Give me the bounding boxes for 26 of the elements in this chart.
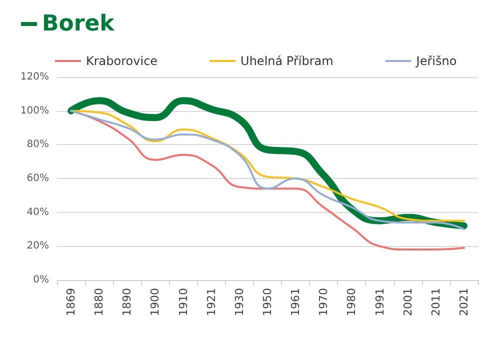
x-tick-label: 1970	[317, 288, 330, 316]
y-tick-label: 20%	[26, 240, 49, 252]
legend-label: Borek	[42, 12, 116, 36]
x-tick-label: 1900	[148, 288, 162, 316]
legend-label: Jeřišno	[415, 54, 457, 68]
x-tick-label: 1921	[204, 288, 218, 316]
y-tick-label: 60%	[26, 173, 49, 184]
legend-label: Uhelná Příbram	[240, 54, 334, 68]
x-tick-label: 2021	[457, 288, 470, 316]
x-tick-label: 1961	[289, 288, 302, 316]
legend-label: Kraborovice	[86, 54, 158, 68]
y-tick-label: 100%	[20, 105, 49, 116]
x-tick-label: 1950	[261, 288, 274, 316]
y-tick-label: 0%	[33, 274, 49, 286]
y-tick-label: 80%	[26, 139, 49, 150]
x-tick-label: 1880	[92, 288, 106, 316]
x-tick-label: 1910	[176, 288, 190, 316]
x-tick-label: 1869	[64, 288, 78, 316]
x-tick-label: 1980	[345, 288, 358, 316]
x-tick-label: 2001	[401, 288, 414, 316]
y-tick-label: 40%	[26, 206, 49, 218]
x-tick-label: 1890	[120, 288, 134, 316]
x-tick-label: 1991	[373, 288, 386, 316]
x-tick-label: 2011	[429, 288, 442, 316]
y-tick-label: 120%	[20, 72, 49, 82]
x-tick-label: 1930	[232, 288, 246, 316]
